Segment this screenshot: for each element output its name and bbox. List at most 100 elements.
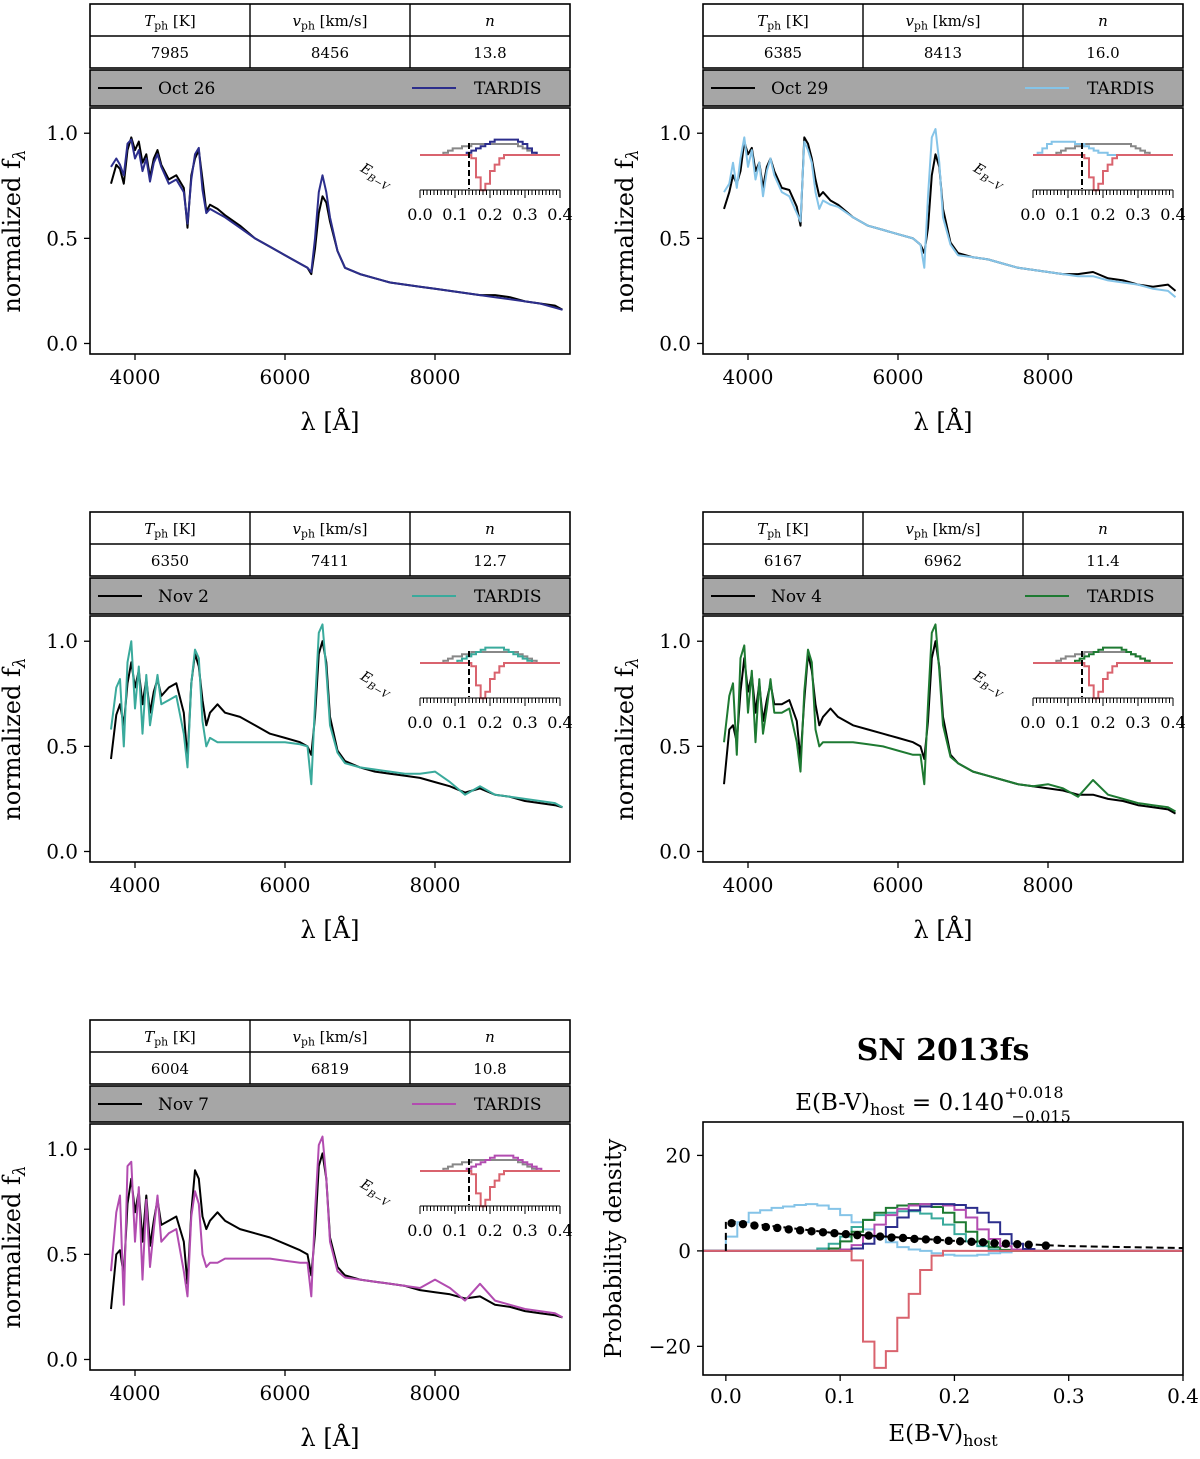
- prior-point: [933, 1235, 942, 1245]
- header-vph-sub: ph: [914, 19, 928, 32]
- y-tick-label: 20: [666, 1143, 691, 1167]
- y-tick-label: 1.0: [659, 629, 691, 653]
- header-tph-tail: [K]: [168, 12, 196, 30]
- header-tph: Tph [K]: [757, 520, 809, 540]
- header-vph-sub: ph: [301, 527, 315, 540]
- x-axis-label: λ [Å]: [301, 915, 360, 944]
- spectrum-axes: 0.0 0.5 1.0 4000 6000 8000 λ [Å] normalized fλ: [0, 615, 571, 944]
- legend-date: Nov 2: [158, 587, 209, 607]
- inset-axis-label: EB−V: [968, 668, 1009, 702]
- prior-point: [784, 1225, 793, 1234]
- header-tph-tail: [K]: [781, 12, 809, 30]
- inset-axis-label-sub: B−V: [364, 680, 392, 702]
- prior-point: [727, 1219, 736, 1228]
- prior-point: [955, 1237, 965, 1246]
- y-axis-label: normalized fλ: [611, 149, 643, 312]
- inset-tick-label: 0.0: [1020, 205, 1045, 224]
- header-vph-main: v: [906, 12, 915, 30]
- header-tph-main: T: [144, 1028, 155, 1046]
- header-vph-main: v: [293, 1028, 302, 1046]
- header-tph: Tph [K]: [144, 1028, 196, 1048]
- inset-axis-label-sub: B−V: [364, 172, 392, 194]
- y-axis-label-sub: λ: [10, 657, 30, 669]
- header-tph-tail: [K]: [781, 520, 809, 538]
- y-tick-label: 1.0: [46, 1137, 78, 1161]
- y-tick-label: 0.0: [46, 1347, 78, 1371]
- spectrum-axes: 0.0 0.5 1.0 4000 6000 8000 λ [Å] normalized fλ: [0, 1123, 571, 1452]
- plot-frame: [702, 107, 1184, 355]
- y-axis-label: normalized fλ: [0, 149, 30, 312]
- y-tick-label: 0.5: [659, 226, 691, 250]
- y-tick-label: 0.0: [659, 839, 691, 863]
- prior-point: [738, 1219, 748, 1229]
- ebv-summary: E(B-V)host = 0.140+0.018 −0.015: [795, 1083, 1071, 1126]
- inset-tick-label: 0.2: [1090, 713, 1115, 732]
- inset-posterior-hist: [420, 154, 560, 192]
- summary-x-axis-label: E(B-V)host: [888, 1421, 998, 1450]
- x-tick-label: 8000: [1023, 873, 1074, 897]
- inset-tick-label: 0.3: [512, 205, 537, 224]
- ebv-sub: host: [870, 1100, 905, 1119]
- figure-title: SN 2013fs: [857, 1033, 1030, 1068]
- header-n: n: [485, 12, 495, 30]
- prior-point: [887, 1233, 896, 1242]
- inset-axis-label-sub: B−V: [977, 680, 1005, 702]
- y-tick-label: 0.0: [659, 331, 691, 355]
- inset-tick-label: 0.2: [477, 205, 502, 224]
- y-axis-label-sub: λ: [623, 657, 643, 669]
- y-tick-label: 0.0: [46, 839, 78, 863]
- inset-tick-label: 0.3: [1125, 713, 1150, 732]
- inset-tick-label: 0.0: [407, 713, 432, 732]
- header-vph-sub: ph: [301, 1035, 315, 1048]
- prior-point: [1001, 1239, 1011, 1248]
- value-vph: 6819: [311, 1060, 349, 1078]
- x-tick-label: 4000: [723, 365, 774, 389]
- prior-point: [864, 1231, 873, 1240]
- prior-point: [773, 1223, 782, 1233]
- value-vph: 6962: [924, 552, 962, 570]
- header-vph-sub: ph: [301, 19, 315, 32]
- legend-band: Nov 7 TARDIS: [89, 1085, 571, 1123]
- inset-tick-label: 0.4: [547, 1221, 572, 1240]
- inset-tick-label: 0.0: [407, 1221, 432, 1240]
- prior-point: [944, 1236, 953, 1246]
- header-vph: vph [km/s]: [293, 1028, 368, 1048]
- legend-model-label: TARDIS: [1087, 79, 1154, 99]
- prior-point: [853, 1230, 862, 1240]
- prior-point: [830, 1229, 839, 1238]
- x-tick-label: 4000: [723, 873, 774, 897]
- value-tph: 7985: [151, 44, 189, 62]
- prior-point: [1041, 1241, 1051, 1250]
- inset-ebv: 0.0 0.1 0.2 0.3 0.4 EB−V: [355, 646, 573, 732]
- header-tph-sub: ph: [154, 1035, 168, 1048]
- legend-band-bg: [89, 69, 571, 107]
- inset-axis-label: EB−V: [355, 668, 396, 702]
- prior-point: [841, 1229, 851, 1239]
- summary-y-axis-label: Probability density: [601, 1139, 627, 1359]
- y-tick-label: 0.5: [46, 734, 78, 758]
- header-tph: Tph [K]: [144, 12, 196, 32]
- inset-tick-label: 0.3: [512, 1221, 537, 1240]
- value-tph: 6004: [151, 1060, 189, 1078]
- inset-tick-label: 0.4: [1160, 713, 1185, 732]
- header-vph: vph [km/s]: [906, 520, 981, 540]
- prior-point: [875, 1232, 885, 1241]
- summary-x-axis-label-main: E(B-V): [888, 1421, 963, 1447]
- observed-spectrum: [110, 1152, 563, 1319]
- inset-posterior-hist: [1033, 154, 1173, 192]
- x-tick-label: 0.3: [1053, 1384, 1085, 1408]
- inset-tick-label: 0.2: [477, 713, 502, 732]
- inset-ebv: 0.0 0.1 0.2 0.3 0.4 EB−V: [970, 140, 1186, 224]
- y-tick-label: 0: [678, 1239, 691, 1263]
- x-tick-label: 8000: [410, 365, 461, 389]
- inset-tick-label: 0.4: [547, 713, 572, 732]
- legend-model-label: TARDIS: [1087, 587, 1154, 607]
- prior-point: [990, 1239, 999, 1248]
